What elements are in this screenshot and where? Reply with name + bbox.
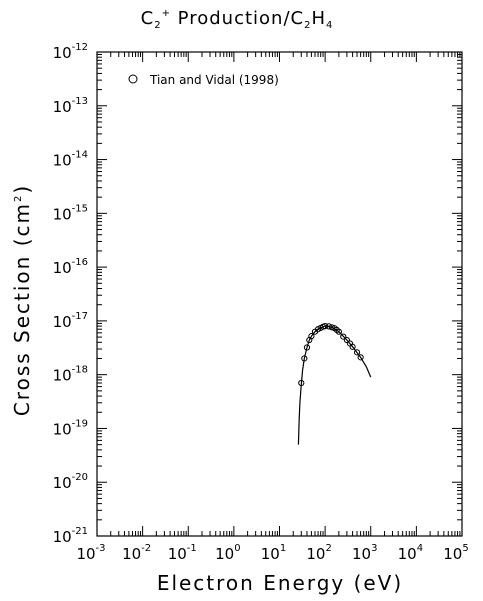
data-point	[349, 343, 356, 350]
data-point	[325, 323, 332, 330]
y-tick-label: 10-13	[53, 96, 88, 116]
x-tick-label: 104	[398, 543, 423, 563]
x-axis-tick-labels: 10-3 10-2 10-1 100 101 102 103 104 105	[76, 543, 468, 563]
y-tick-label: 10-18	[53, 365, 88, 385]
data-point	[343, 336, 350, 344]
y-tick-label: 10-19	[53, 418, 88, 438]
data-point	[308, 333, 315, 340]
fit-curve-line	[297, 325, 372, 445]
data-point	[335, 328, 342, 335]
data-point	[322, 323, 329, 330]
x-axis-label: Electron Energy (eV)	[157, 571, 403, 595]
y-tick-label: 10-16	[53, 257, 88, 277]
data-point	[303, 344, 311, 351]
x-tick-label: 10-2	[122, 543, 151, 563]
y-tick-label: 10-12	[53, 42, 88, 62]
chart-title: C2+ Production/C2H4	[141, 8, 334, 31]
y-axis-label: Cross Section (cm2)	[10, 184, 34, 416]
data-point	[298, 379, 305, 387]
y-tick-label: 10-14	[53, 150, 88, 170]
y-axis-tick-labels: 10-21 10-20 10-19 10-18 10-17 10-16 10-15 10-14…	[53, 42, 88, 546]
data-point	[357, 354, 364, 361]
x-tick-label: 103	[352, 543, 377, 563]
data-point	[353, 349, 361, 356]
axis-ticks	[96, 51, 463, 537]
legend-marker-circle	[128, 74, 138, 84]
data-point	[340, 333, 347, 340]
legend: Tian and Vidal (1998)	[128, 73, 279, 87]
y-tick-label: 10-21	[53, 526, 88, 546]
y-tick-label: 10-15	[53, 203, 88, 223]
data-points	[298, 323, 364, 387]
data-point	[301, 355, 308, 362]
x-tick-label: 10-1	[168, 543, 197, 563]
x-tick-label: 10-3	[76, 543, 105, 563]
x-tick-label: 102	[306, 543, 331, 563]
fit-curve	[297, 325, 372, 445]
y-tick-label: 10-20	[53, 472, 88, 492]
x-tick-label: 105	[443, 543, 468, 563]
plot-area	[96, 51, 463, 537]
y-tick-label: 10-17	[53, 311, 88, 331]
x-tick-label: 101	[261, 543, 286, 563]
x-tick-label: 100	[215, 543, 240, 563]
data-point	[328, 324, 335, 331]
legend-entry: Tian and Vidal (1998)	[149, 73, 279, 87]
